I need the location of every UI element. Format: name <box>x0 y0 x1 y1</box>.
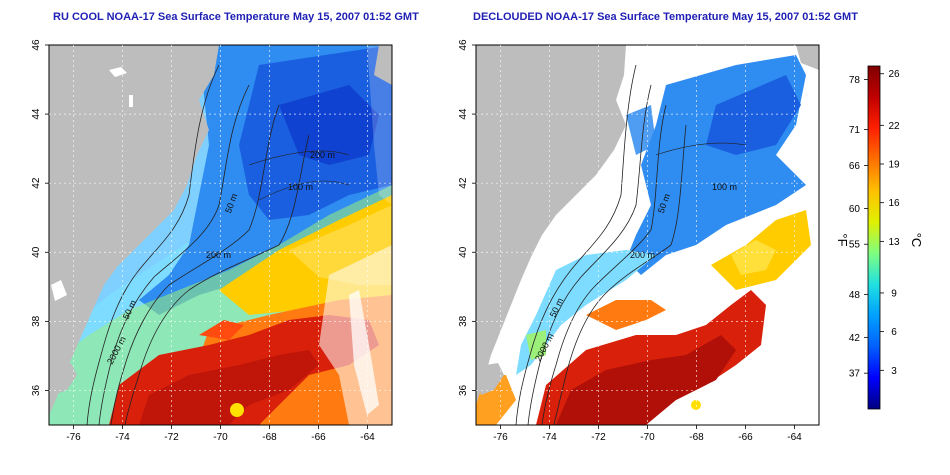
left-contour-label-200m-south: 200 m <box>206 250 231 260</box>
left-panel-title: RU COOL NOAA-17 Sea Surface Temperature … <box>53 11 419 23</box>
left-lat-tick-label: 44 <box>31 108 42 120</box>
left-contour-label-100m: 100 m <box>288 182 313 192</box>
colorbar-celsius-ticks: 26 22 19 16 13 9 6 3 <box>880 69 900 377</box>
colorbar-f-tick-label: 78 <box>849 75 861 86</box>
colorbar-f-tick-label: 71 <box>849 125 861 136</box>
colorbar-c-tick-label: 6 <box>891 327 897 338</box>
right-lat-tick-label: 44 <box>458 108 469 120</box>
right-graticule <box>476 45 819 425</box>
left-lon-tick-label: -70 <box>213 432 228 443</box>
colorbar-c-tick-label: 19 <box>888 160 900 171</box>
left-lon-tick-label: -76 <box>66 432 81 443</box>
colorbar-c-tick-label: 16 <box>888 198 900 209</box>
left-lon-tick-label: -72 <box>164 432 179 443</box>
left-lat-tick-label: 38 <box>31 315 42 327</box>
left-contour-label-200m-north: 200 m <box>310 150 335 160</box>
right-lon-tick-label: -70 <box>640 432 655 443</box>
colorbar-c-tick-label: 9 <box>891 288 897 299</box>
colorbar: 78 71 66 60 55 48 42 37 26 22 19 16 13 9 6 3 °F °C <box>835 65 924 410</box>
colorbar-f-tick-label: 42 <box>849 333 861 344</box>
right-lon-tick-label: -68 <box>689 432 704 443</box>
right-panel-title: DECLOUDED NOAA-17 Sea Surface Temperatur… <box>473 11 858 23</box>
right-latitude-axis: 36 38 40 42 44 46 <box>458 39 476 396</box>
left-map-field <box>49 45 392 425</box>
left-latitude-axis: 36 38 40 42 44 46 <box>31 39 49 396</box>
right-lat-tick-label: 42 <box>458 177 469 189</box>
right-lat-tick-label: 36 <box>458 384 469 396</box>
left-lat-tick-label: 40 <box>31 246 42 258</box>
right-lon-tick-label: -64 <box>787 432 802 443</box>
right-lon-tick-label: -66 <box>738 432 753 443</box>
colorbar-celsius-label: °C <box>909 233 924 248</box>
left-graticule <box>49 45 392 425</box>
right-lat-tick-label: 38 <box>458 315 469 327</box>
colorbar-c-tick-label: 13 <box>888 237 900 248</box>
left-lat-tick-label: 36 <box>31 384 42 396</box>
left-map: 200 m 100 m 50 m 200 m 50 m 2000 m -76 -7… <box>31 39 393 443</box>
left-longitude-axis: -76 -74 -72 -70 -68 -66 -64 <box>66 425 375 443</box>
right-lat-tick-label: 46 <box>458 39 469 51</box>
colorbar-c-tick-label: 3 <box>891 366 897 377</box>
left-lon-tick-label: -64 <box>360 432 375 443</box>
left-lon-tick-label: -74 <box>115 432 130 443</box>
colorbar-fahrenheit-ticks: 78 71 66 60 55 48 42 37 <box>849 75 868 380</box>
right-lat-tick-label: 40 <box>458 246 469 258</box>
right-contour-label-200m: 200 m <box>630 250 655 260</box>
colorbar-f-tick-label: 55 <box>849 240 861 251</box>
colorbar-f-tick-label: 60 <box>849 204 861 215</box>
left-lon-tick-label: -68 <box>262 432 277 443</box>
left-lat-tick-label: 46 <box>31 39 42 51</box>
left-lon-tick-label: -66 <box>311 432 326 443</box>
right-lon-tick-label: -76 <box>493 432 508 443</box>
colorbar-f-tick-label: 48 <box>849 290 861 301</box>
right-map: 100 m 50 m 200 m 50 m 2000 m -76 -74 -72 -7… <box>458 39 820 443</box>
right-contour-label-100m: 100 m <box>712 182 737 192</box>
colorbar-fahrenheit-label: °F <box>835 233 850 246</box>
colorbar-ramp <box>867 65 881 410</box>
colorbar-f-tick-label: 66 <box>849 161 861 172</box>
right-lon-tick-label: -74 <box>542 432 557 443</box>
colorbar-f-tick-label: 37 <box>849 369 861 380</box>
left-lat-tick-label: 42 <box>31 177 42 189</box>
colorbar-c-tick-label: 22 <box>888 121 900 132</box>
right-longitude-axis: -76 -74 -72 -70 -68 -66 -64 <box>493 425 802 443</box>
colorbar-c-tick-label: 26 <box>888 69 900 80</box>
right-lon-tick-label: -72 <box>591 432 606 443</box>
